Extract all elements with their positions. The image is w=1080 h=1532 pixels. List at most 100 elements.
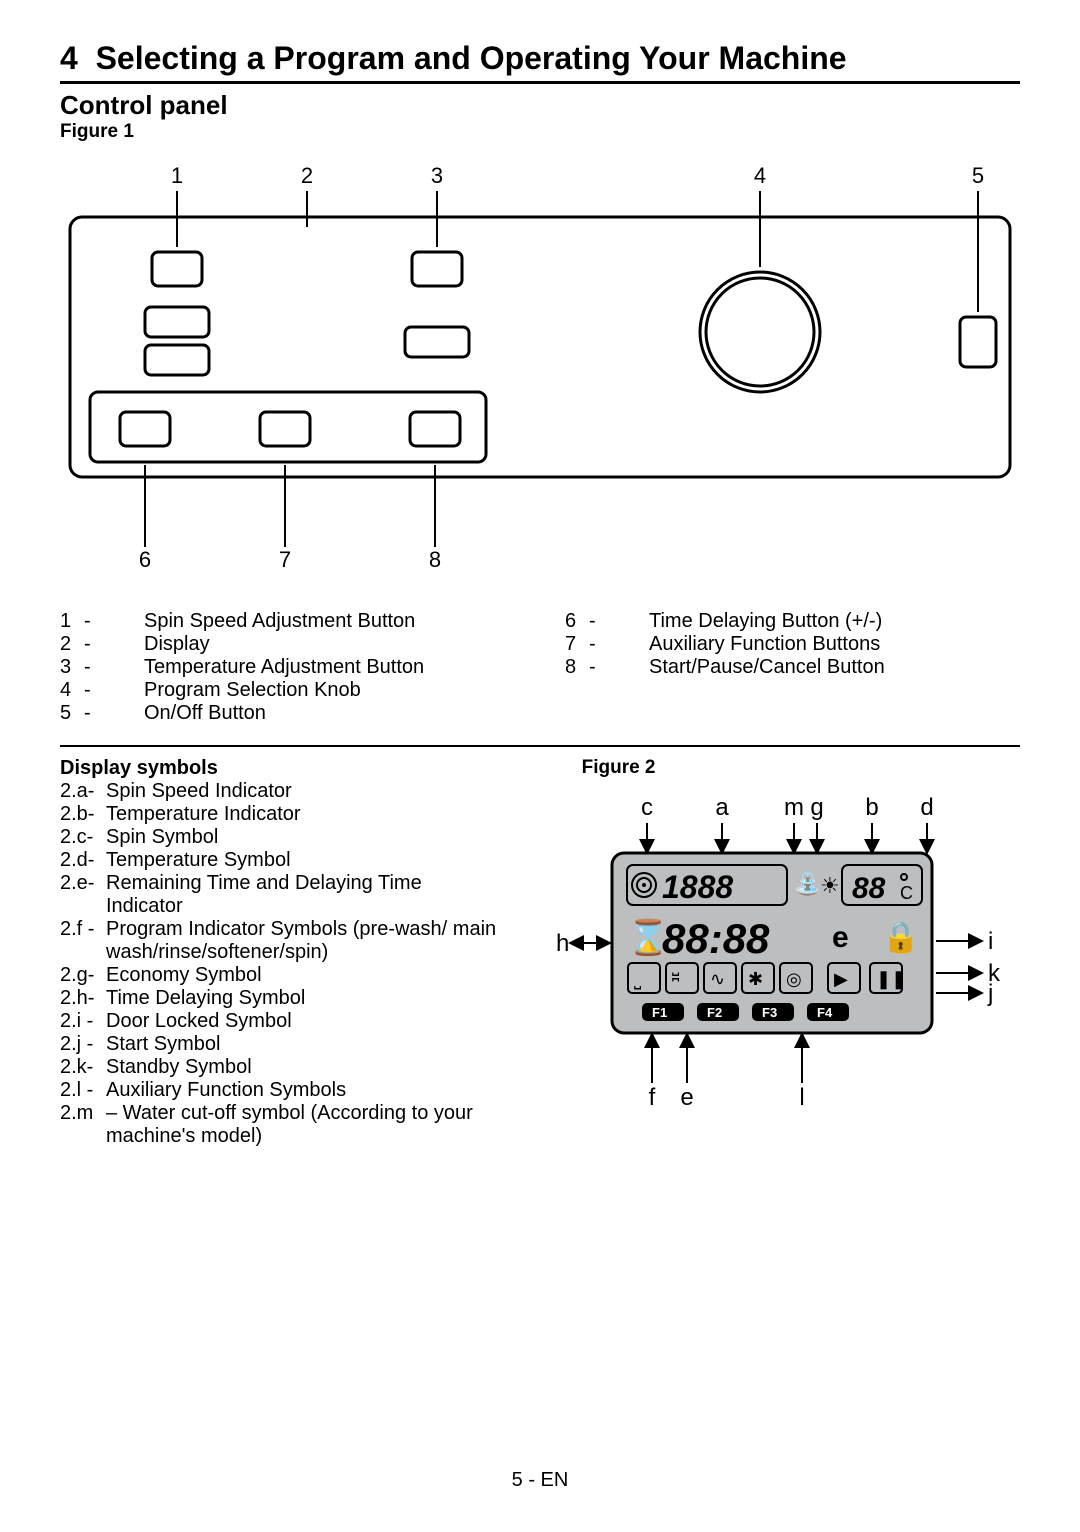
- svg-text:F4: F4: [817, 1005, 833, 1020]
- svg-text:⛲: ⛲: [794, 871, 821, 897]
- display-symbol-row: 2.j -Start Symbol: [60, 1033, 502, 1056]
- display-symbol-text: Temperature Symbol: [106, 849, 502, 872]
- legend-dash: -: [84, 633, 144, 656]
- svg-text:8: 8: [429, 547, 441, 572]
- legend-number: 2: [60, 633, 84, 656]
- display-symbol-text: Remaining Time and Delaying Time Indicat…: [106, 872, 502, 918]
- display-symbol-text: Program Indicator Symbols (pre-wash/ mai…: [106, 918, 502, 964]
- svg-text:h: h: [556, 930, 569, 957]
- display-symbol-text: Spin Symbol: [106, 826, 502, 849]
- legend-row: 5-On/Off Button: [60, 702, 515, 725]
- svg-text:5: 5: [972, 163, 984, 188]
- svg-text:6: 6: [139, 547, 151, 572]
- svg-text:e: e: [832, 921, 849, 954]
- display-symbol-row: 2.b-Temperature Indicator: [60, 803, 502, 826]
- display-symbol-key: 2.e-: [60, 872, 106, 918]
- display-symbol-text: Door Locked Symbol: [106, 1010, 502, 1033]
- figure1-label: Figure 1: [60, 121, 1020, 143]
- svg-text:4: 4: [754, 163, 766, 188]
- legend-number: 3: [60, 656, 84, 679]
- legend-dash: -: [589, 656, 649, 679]
- legend-row: 8-Start/Pause/Cancel Button: [565, 656, 1020, 679]
- figure2-label: Figure 2: [582, 757, 1020, 779]
- display-symbol-text: Start Symbol: [106, 1033, 502, 1056]
- svg-text:c: c: [641, 794, 653, 821]
- svg-text:88: 88: [852, 872, 886, 905]
- separator: [60, 745, 1020, 747]
- legend-text: Temperature Adjustment Button: [144, 656, 515, 679]
- display-symbol-key: 2.i -: [60, 1010, 106, 1033]
- display-symbol-key: 2.m: [60, 1102, 106, 1148]
- legend-number: 8: [565, 656, 589, 679]
- legend-text: Program Selection Knob: [144, 679, 515, 702]
- legend-dash: -: [589, 633, 649, 656]
- svg-text:◎: ◎: [786, 969, 802, 989]
- display-symbol-key: 2.c-: [60, 826, 106, 849]
- legend-dash: -: [84, 679, 144, 702]
- svg-text:❚❚: ❚❚: [876, 969, 906, 990]
- legend-number: 1: [60, 610, 84, 633]
- figure2: Figure 2 1888⛲☀88C⌛88:88e🔒⎵⎶∿✱◎▶❚❚F1F2F3…: [532, 757, 1020, 1128]
- display-symbol-row: 2.c-Spin Symbol: [60, 826, 502, 849]
- svg-text:☀: ☀: [820, 873, 840, 898]
- svg-text:a: a: [715, 794, 729, 821]
- display-symbol-text: Auxiliary Function Symbols: [106, 1079, 502, 1102]
- svg-text:🔒: 🔒: [882, 921, 919, 954]
- svg-text:1888: 1888: [662, 869, 733, 905]
- legend-dash: -: [589, 610, 649, 633]
- svg-text:F1: F1: [652, 1005, 667, 1020]
- svg-text:g: g: [810, 794, 823, 821]
- svg-text:F3: F3: [762, 1005, 777, 1020]
- control-panel-heading: Control panel: [60, 90, 1020, 121]
- display-symbol-key: 2.l -: [60, 1079, 106, 1102]
- section-title-text: Selecting a Program and Operating Your M…: [96, 40, 847, 76]
- display-symbol-row: 2.m – Water cut-off symbol (According to…: [60, 1102, 502, 1148]
- display-symbol-key: 2.k-: [60, 1056, 106, 1079]
- legend-text: Time Delaying Button (+/-): [649, 610, 1020, 633]
- svg-text:b: b: [865, 794, 878, 821]
- display-symbol-text: Spin Speed Indicator: [106, 780, 502, 803]
- svg-text:F2: F2: [707, 1005, 722, 1020]
- svg-text:m: m: [784, 794, 804, 821]
- page-footer: 5 - EN: [0, 1469, 1080, 1492]
- svg-text:3: 3: [431, 163, 443, 188]
- legend-number: 5: [60, 702, 84, 725]
- figure1-legend: 1-Spin Speed Adjustment Button2-Display3…: [60, 610, 1020, 725]
- display-symbol-key: 2.f -: [60, 918, 106, 964]
- svg-text:2: 2: [301, 163, 313, 188]
- display-symbol-key: 2.b-: [60, 803, 106, 826]
- legend-text: Display: [144, 633, 515, 656]
- svg-text:i: i: [988, 928, 993, 955]
- display-symbol-row: 2.i -Door Locked Symbol: [60, 1010, 502, 1033]
- display-symbol-text: Temperature Indicator: [106, 803, 502, 826]
- legend-text: Start/Pause/Cancel Button: [649, 656, 1020, 679]
- legend-text: Auxiliary Function Buttons: [649, 633, 1020, 656]
- display-symbols-list: Display symbols 2.a-Spin Speed Indicator…: [60, 757, 502, 1148]
- svg-text:d: d: [920, 794, 933, 821]
- svg-text:▶: ▶: [834, 969, 848, 989]
- legend-number: 6: [565, 610, 589, 633]
- section-title: 4 Selecting a Program and Operating Your…: [60, 40, 1020, 84]
- legend-row: 7-Auxiliary Function Buttons: [565, 633, 1020, 656]
- legend-row: 4-Program Selection Knob: [60, 679, 515, 702]
- display-symbol-key: 2.a-: [60, 780, 106, 803]
- legend-row: 1-Spin Speed Adjustment Button: [60, 610, 515, 633]
- svg-text:j: j: [987, 980, 993, 1007]
- legend-row: 3-Temperature Adjustment Button: [60, 656, 515, 679]
- svg-text:✱: ✱: [748, 969, 763, 989]
- display-symbol-row: 2.f -Program Indicator Symbols (pre-wash…: [60, 918, 502, 964]
- display-symbol-row: 2.e-Remaining Time and Delaying Time Ind…: [60, 872, 502, 918]
- legend-row: 2-Display: [60, 633, 515, 656]
- figure1: 12345678: [60, 157, 1020, 582]
- legend-dash: -: [84, 656, 144, 679]
- display-symbol-row: 2.h-Time Delaying Symbol: [60, 987, 502, 1010]
- svg-text:∿: ∿: [710, 969, 725, 989]
- display-symbol-key: 2.h-: [60, 987, 106, 1010]
- legend-text: On/Off Button: [144, 702, 515, 725]
- display-symbol-row: 2.k-Standby Symbol: [60, 1056, 502, 1079]
- display-symbol-row: 2.g-Economy Symbol: [60, 964, 502, 987]
- legend-text: Spin Speed Adjustment Button: [144, 610, 515, 633]
- display-symbol-row: 2.l -Auxiliary Function Symbols: [60, 1079, 502, 1102]
- svg-text:88:88: 88:88: [662, 915, 770, 962]
- display-symbol-text: Standby Symbol: [106, 1056, 502, 1079]
